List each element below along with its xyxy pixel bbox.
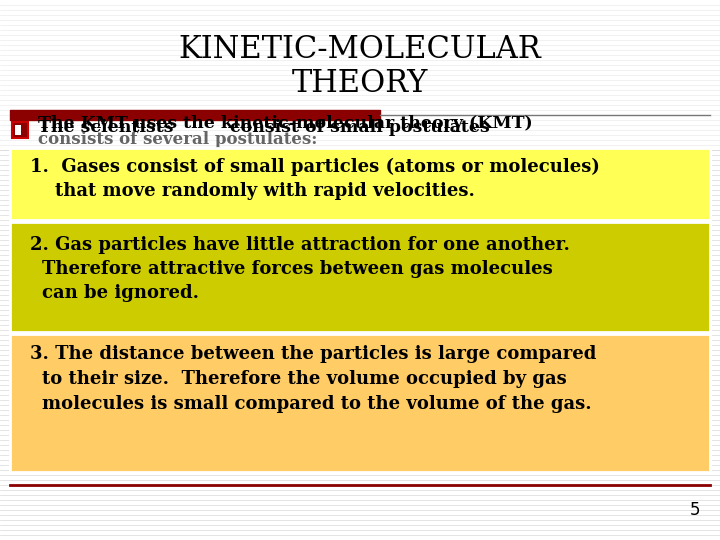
FancyBboxPatch shape <box>15 125 25 135</box>
FancyBboxPatch shape <box>0 0 720 150</box>
FancyBboxPatch shape <box>21 123 27 137</box>
Text: 1.  Gases consist of small particles (atoms or molecules): 1. Gases consist of small particles (ato… <box>30 158 600 176</box>
Text: KINETIC-MOLECULAR: KINETIC-MOLECULAR <box>179 35 541 65</box>
Text: molecules is small compared to the volume of the gas.: molecules is small compared to the volum… <box>42 395 592 413</box>
Text: that move randomly with rapid velocities.: that move randomly with rapid velocities… <box>55 182 475 200</box>
Text: can be ignored.: can be ignored. <box>42 284 199 302</box>
Text: Therefore attractive forces between gas molecules: Therefore attractive forces between gas … <box>42 260 553 278</box>
Text: 5: 5 <box>690 501 700 519</box>
Text: The scientists: The scientists <box>38 119 174 137</box>
Text: 3. The distance between the particles is large compared: 3. The distance between the particles is… <box>30 345 596 363</box>
Text: The KMT uses the kinetic-molecular theory (KMT): The KMT uses the kinetic-molecular theor… <box>38 116 533 132</box>
Text: to their size.  Therefore the volume occupied by gas: to their size. Therefore the volume occu… <box>42 370 567 388</box>
Text: 2. Gas particles have little attraction for one another.: 2. Gas particles have little attraction … <box>30 236 570 254</box>
FancyBboxPatch shape <box>12 122 28 138</box>
Text: THEORY: THEORY <box>292 69 428 99</box>
Text: consists of several postulates:: consists of several postulates: <box>38 132 318 148</box>
Text: consist of small postulates: consist of small postulates <box>230 119 490 137</box>
FancyBboxPatch shape <box>10 334 710 472</box>
FancyBboxPatch shape <box>10 222 710 332</box>
FancyBboxPatch shape <box>10 148 710 220</box>
